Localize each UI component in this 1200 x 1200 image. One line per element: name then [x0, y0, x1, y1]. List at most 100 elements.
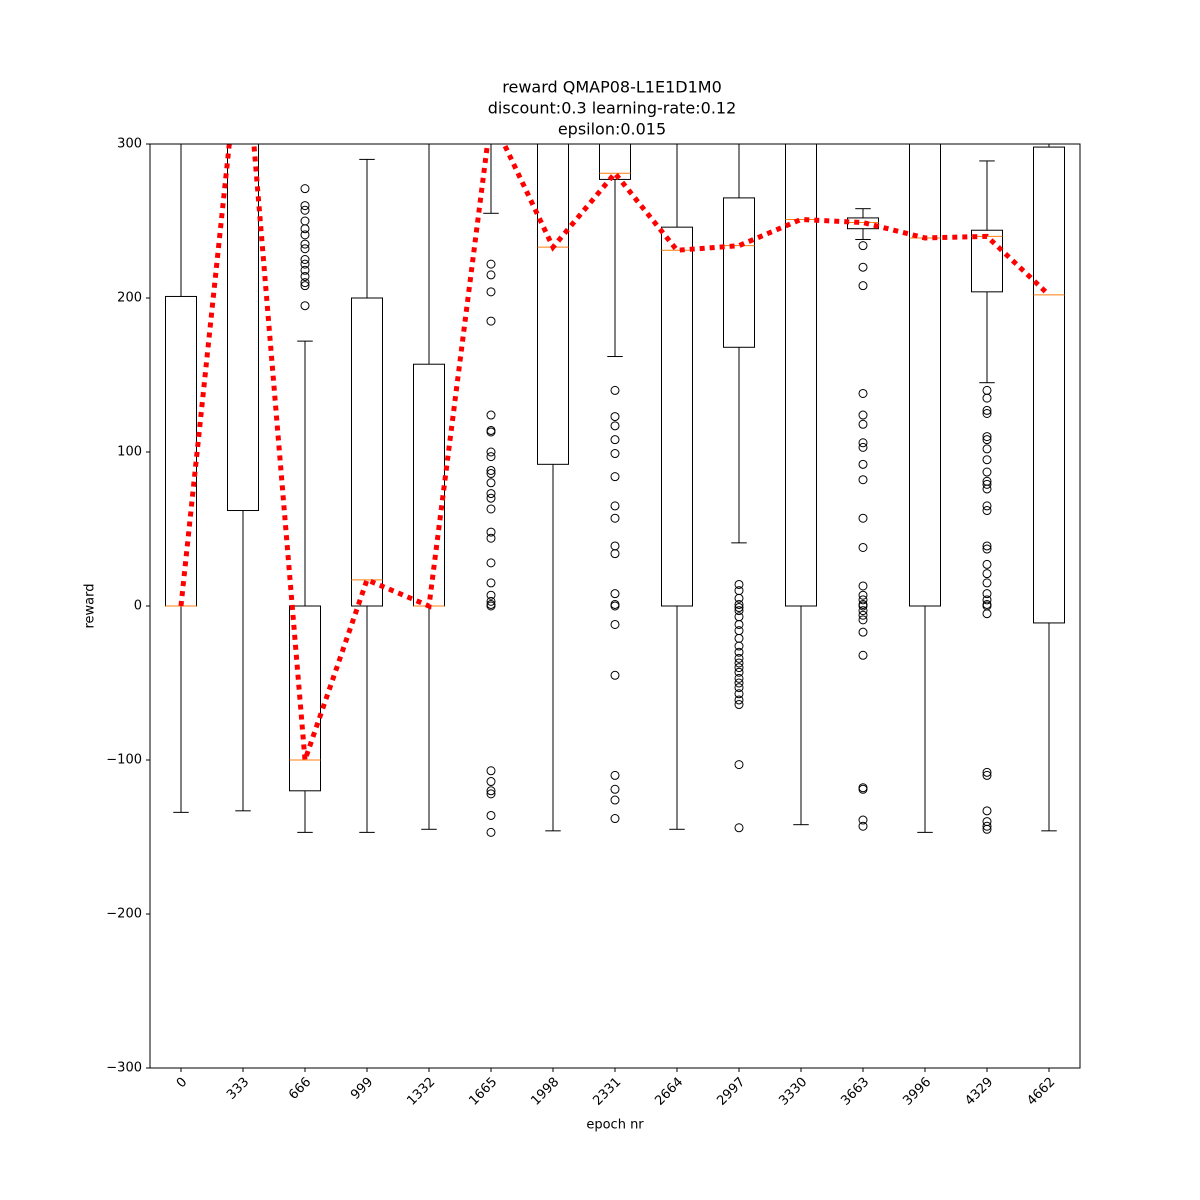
flier: [486, 259, 496, 269]
flier: [982, 821, 992, 831]
flier: [734, 695, 744, 705]
flier: [982, 393, 992, 403]
x-tick-label: 666: [286, 1075, 314, 1103]
flier: [486, 447, 496, 457]
flier: [858, 459, 868, 469]
plot-area: [165, 144, 1065, 837]
flier: [982, 541, 992, 551]
y-tick-label: −100: [106, 753, 142, 768]
flier: [982, 767, 992, 777]
flier: [486, 316, 496, 326]
x-tick-label: 3663: [838, 1075, 872, 1109]
y-tick-label: −200: [106, 907, 142, 922]
flier: [982, 455, 992, 465]
flier: [982, 824, 992, 834]
flier: [858, 581, 868, 591]
x-axis-label: epoch nr: [586, 1118, 644, 1133]
flier: [982, 770, 992, 780]
flier: [610, 421, 620, 431]
box: [413, 363, 445, 607]
flier: [610, 814, 620, 824]
flier: [858, 438, 868, 448]
flier: [734, 647, 744, 657]
flier: [486, 270, 496, 280]
flier: [734, 593, 744, 603]
flier: [300, 244, 310, 254]
flier: [300, 184, 310, 194]
flier: [610, 412, 620, 422]
flier: [486, 287, 496, 297]
flier: [486, 410, 496, 420]
chart-title: epsilon:0.015: [558, 120, 666, 139]
box: [227, 144, 259, 512]
flier: [734, 586, 744, 596]
y-tick-label: −300: [106, 1061, 142, 1076]
flier: [982, 578, 992, 588]
flier: [982, 506, 992, 516]
x-tick-label: 3330: [776, 1075, 810, 1109]
flier: [734, 700, 744, 710]
flier: [982, 467, 992, 477]
flier: [486, 601, 496, 611]
chart-title: reward QMAP08-L1E1D1M0: [502, 78, 722, 97]
flier: [858, 606, 868, 616]
flier: [300, 205, 310, 215]
flier: [982, 444, 992, 454]
flier: [300, 216, 310, 226]
flier: [734, 760, 744, 770]
box: [785, 144, 817, 607]
flier: [858, 241, 868, 251]
flier: [982, 806, 992, 816]
flier: [300, 239, 310, 249]
box: [599, 144, 631, 180]
flier: [982, 385, 992, 395]
flier: [982, 409, 992, 418]
flier: [734, 658, 744, 668]
x-tick-label: 4662: [1024, 1075, 1058, 1109]
flier: [734, 673, 744, 683]
x-tick-label: 1998: [528, 1075, 562, 1109]
box: [909, 144, 941, 607]
flier: [486, 493, 496, 503]
y-tick-label: 0: [134, 599, 142, 614]
flier: [300, 255, 310, 264]
box: [537, 144, 569, 465]
flier: [982, 569, 992, 579]
flier: [486, 789, 496, 799]
flier: [486, 478, 496, 488]
flier: [486, 452, 496, 462]
x-tick-label: 2997: [714, 1075, 748, 1109]
flier: [982, 479, 992, 489]
flier: [734, 603, 744, 613]
flier: [734, 633, 744, 643]
flier: [858, 419, 868, 429]
flier: [858, 513, 868, 523]
flier: [610, 589, 620, 599]
x-tick-label: 0: [174, 1075, 190, 1091]
x-tick-label: 1332: [404, 1075, 438, 1109]
flier: [734, 667, 744, 677]
flier: [300, 278, 310, 288]
flier: [858, 610, 868, 620]
flier: [858, 595, 868, 605]
flier: [858, 784, 868, 794]
flier: [610, 501, 620, 511]
flier: [858, 442, 868, 452]
flier: [486, 786, 496, 796]
y-tick-label: 300: [117, 137, 142, 152]
x-tick-label: 999: [348, 1075, 376, 1103]
flier: [486, 465, 496, 475]
flier: [610, 435, 620, 445]
x-tick-label: 333: [224, 1075, 252, 1103]
flier: [610, 541, 620, 551]
flier: [858, 542, 868, 552]
flier: [734, 579, 744, 589]
flier: [300, 259, 310, 269]
flier: [982, 559, 992, 569]
flier: [610, 513, 620, 523]
flier: [858, 410, 868, 420]
flier: [486, 504, 496, 514]
x-tick-label: 1665: [466, 1075, 500, 1109]
flier: [486, 489, 496, 499]
flier: [610, 549, 620, 559]
